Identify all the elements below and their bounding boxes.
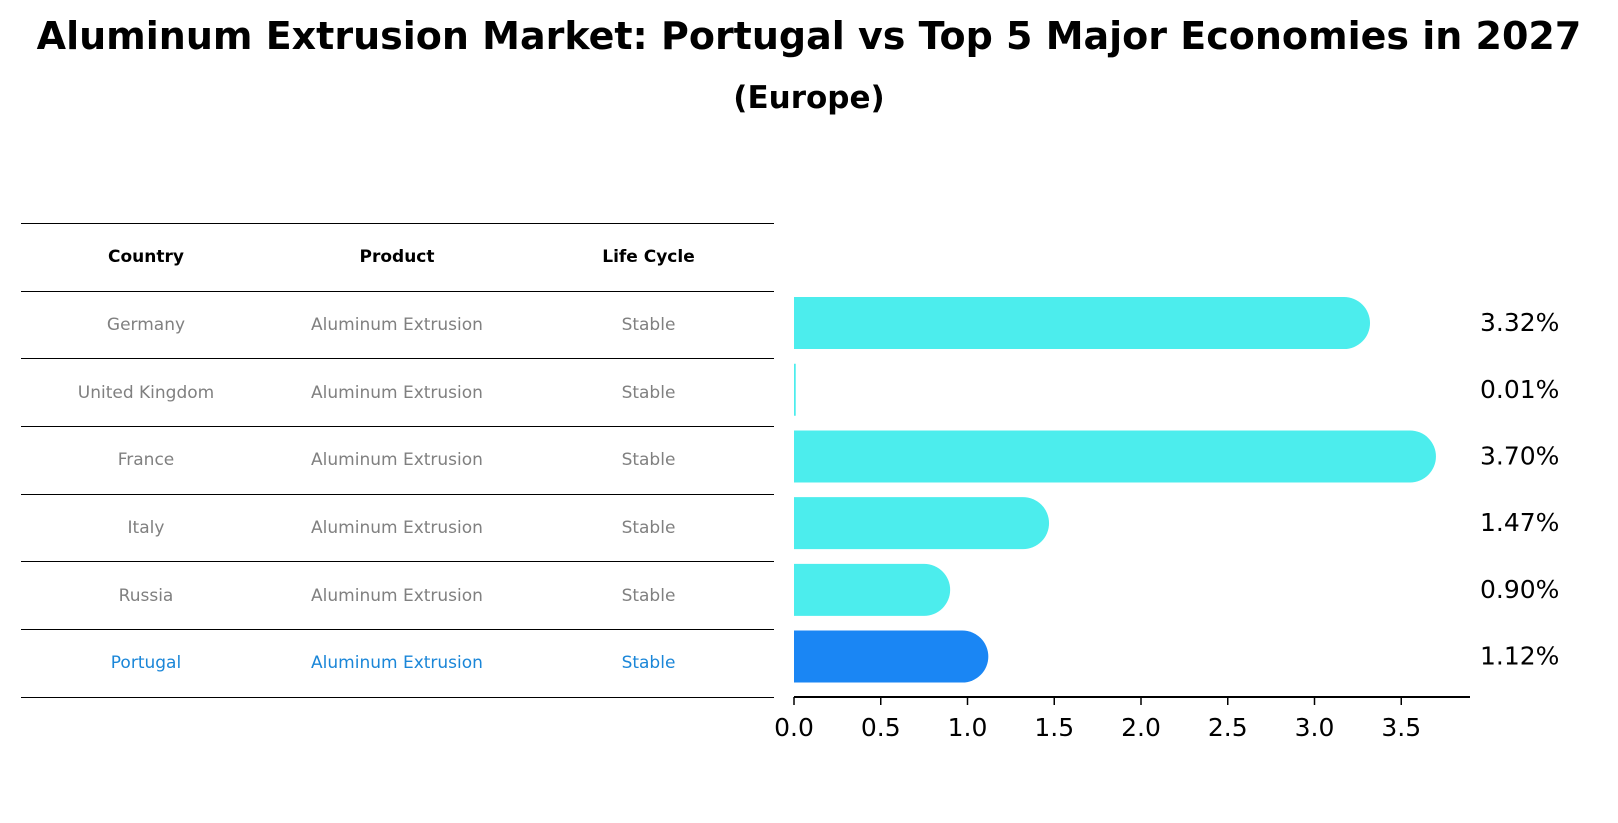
bar-united-kingdom (794, 363, 796, 416)
cell-country: Russia (118, 585, 174, 606)
cell-life-cycle: Stable (621, 450, 676, 471)
table-row: France Aluminum Extrusion Stable (21, 426, 774, 494)
cell-product: Aluminum Extrusion (311, 518, 483, 539)
bar-russia (794, 563, 951, 616)
x-tick-label: 0.5 (861, 713, 901, 742)
cell-product: Aluminum Extrusion (311, 315, 483, 336)
bar-portugal (794, 630, 989, 683)
chart-subtitle: (Europe) (733, 80, 885, 116)
cell-country: Germany (106, 315, 186, 336)
x-tick-label: 3.5 (1381, 713, 1421, 742)
cell-product: Aluminum Extrusion (311, 450, 483, 471)
bar-germany (794, 297, 1371, 350)
cell-life-cycle: Stable (621, 653, 676, 674)
header-product: Product (359, 247, 435, 268)
cell-country: Portugal (110, 653, 182, 674)
table-header-row: Country Product Life Cycle (21, 223, 774, 291)
cell-product: Aluminum Extrusion (311, 653, 483, 674)
bar-france (794, 430, 1436, 483)
table-row-highlight: Portugal Aluminum Extrusion Stable (21, 629, 774, 698)
cell-life-cycle: Stable (621, 382, 676, 403)
x-tick-label: 0.0 (774, 713, 814, 742)
cell-country: United Kingdom (77, 382, 215, 403)
x-tick-label: 2.0 (1121, 713, 1161, 742)
bar-value-label: 3.70% (1480, 441, 1559, 470)
cell-country: France (117, 450, 175, 471)
cell-life-cycle: Stable (621, 585, 676, 606)
cell-life-cycle: Stable (621, 315, 676, 336)
chart-title: Aluminum Extrusion Market: Portugal vs T… (36, 14, 1582, 58)
bar-value-label: 1.47% (1480, 508, 1559, 537)
market-table: Country Product Life Cycle Germany Alumi… (21, 223, 774, 698)
header-country: Country (108, 247, 184, 268)
bar-value-label: 0.01% (1480, 375, 1559, 404)
bar-value-label: 3.32% (1480, 308, 1559, 337)
table-row: Russia Aluminum Extrusion Stable (21, 561, 774, 629)
cell-product: Aluminum Extrusion (311, 585, 483, 606)
header-life-cycle: Life Cycle (602, 247, 695, 268)
cell-life-cycle: Stable (621, 518, 676, 539)
table-row: Italy Aluminum Extrusion Stable (21, 493, 774, 562)
bar-value-label: 0.90% (1480, 575, 1559, 604)
cell-product: Aluminum Extrusion (311, 382, 483, 403)
bar-value-label: 1.12% (1480, 642, 1559, 671)
table-row: United Kingdom Aluminum Extrusion Stable (21, 358, 774, 426)
x-tick-label: 1.0 (948, 713, 988, 742)
x-tick-label: 1.5 (1034, 713, 1074, 742)
table-row: Germany Aluminum Extrusion Stable (21, 290, 774, 359)
x-tick-label: 2.5 (1208, 713, 1248, 742)
cell-country: Italy (127, 518, 165, 539)
bar-italy (794, 497, 1050, 550)
x-tick-label: 3.0 (1295, 713, 1335, 742)
